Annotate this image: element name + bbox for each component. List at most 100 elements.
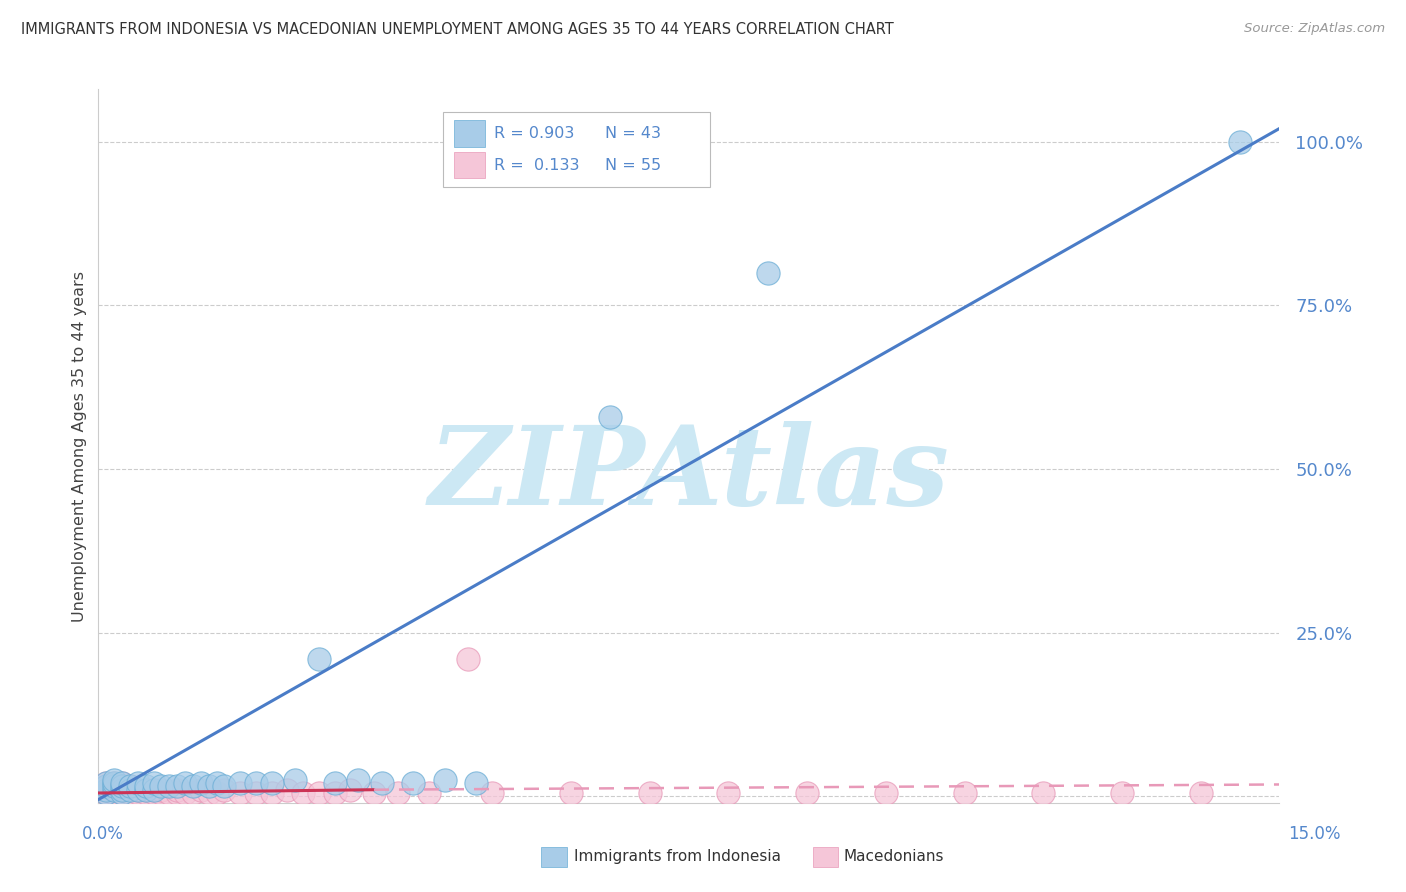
Point (142, 782, 165, 797)
Point (214, 780, 236, 794)
Point (157, 786, 180, 800)
Point (276, 782, 298, 797)
Point (465, 776, 488, 790)
Point (96, 780, 118, 794)
Text: IMMIGRANTS FROM INDONESIA VS MACEDONIAN UNEMPLOYMENT AMONG AGES 35 TO 44 YEARS C: IMMIGRANTS FROM INDONESIA VS MACEDONIAN … (21, 22, 894, 37)
Point (118, 780, 141, 794)
Point (150, 780, 173, 794)
Point (1229, 135, 1251, 149)
Point (111, 782, 134, 797)
Text: Source: ZipAtlas.com: Source: ZipAtlas.com (1244, 22, 1385, 36)
Text: R = 0.903: R = 0.903 (494, 127, 574, 141)
Point (205, 786, 228, 800)
Point (284, 772, 307, 787)
Point (103, 782, 125, 797)
Text: Immigrants from Indonesia: Immigrants from Indonesia (574, 849, 780, 863)
Point (245, 786, 267, 800)
Point (127, 782, 149, 797)
Point (96, 786, 118, 800)
Point (1111, 786, 1133, 800)
Point (103, 780, 125, 794)
Point (127, 782, 149, 797)
Point (371, 776, 394, 790)
Point (103, 786, 125, 800)
Point (308, 652, 330, 666)
Point (339, 782, 361, 797)
Point (347, 772, 370, 787)
Point (418, 786, 440, 800)
Point (292, 786, 315, 800)
Point (118, 780, 141, 794)
Point (142, 782, 165, 797)
Point (181, 786, 204, 800)
Point (433, 772, 456, 787)
Point (118, 782, 141, 797)
Point (111, 780, 134, 794)
Point (111, 776, 134, 790)
Point (111, 782, 134, 797)
Point (135, 782, 157, 797)
Point (229, 786, 252, 800)
Point (756, 266, 779, 280)
Point (190, 782, 212, 797)
Point (402, 776, 425, 790)
Point (157, 780, 180, 794)
Point (796, 786, 818, 800)
Text: ZIPAtlas: ZIPAtlas (429, 421, 949, 528)
Point (111, 780, 134, 794)
Point (118, 782, 141, 797)
Point (875, 786, 897, 800)
Text: Macedonians: Macedonians (844, 849, 943, 863)
Point (1189, 786, 1212, 800)
Point (150, 782, 173, 797)
Point (142, 776, 165, 790)
Point (560, 786, 582, 800)
Point (103, 776, 125, 790)
Text: 0.0%: 0.0% (82, 825, 124, 843)
Point (953, 786, 976, 800)
Point (214, 782, 236, 797)
Point (150, 786, 173, 800)
Point (103, 776, 125, 790)
Point (323, 786, 346, 800)
Point (174, 776, 197, 790)
Text: N = 43: N = 43 (605, 127, 661, 141)
Point (717, 786, 740, 800)
Point (96, 786, 118, 800)
Point (387, 786, 409, 800)
Point (638, 786, 661, 800)
Text: 15.0%: 15.0% (1288, 825, 1341, 843)
Point (103, 772, 125, 787)
Point (111, 786, 134, 800)
Point (599, 409, 621, 424)
Point (142, 786, 165, 800)
Point (127, 786, 149, 800)
Point (197, 786, 219, 800)
Point (96, 776, 118, 790)
Point (96, 786, 118, 800)
Point (166, 782, 188, 797)
Point (245, 776, 267, 790)
Point (135, 780, 157, 794)
Point (197, 780, 219, 794)
Point (127, 776, 149, 790)
Point (166, 786, 188, 800)
Point (363, 786, 385, 800)
Point (111, 786, 134, 800)
Point (96, 782, 118, 797)
Y-axis label: Unemployment Among Ages 35 to 44 years: Unemployment Among Ages 35 to 44 years (72, 270, 87, 622)
Point (181, 780, 204, 794)
Point (96, 782, 118, 797)
Point (103, 782, 125, 797)
Point (481, 786, 503, 800)
Point (135, 786, 157, 800)
Point (457, 652, 479, 666)
Point (118, 786, 141, 800)
Point (260, 786, 283, 800)
Text: R =  0.133: R = 0.133 (494, 158, 579, 172)
Point (229, 776, 252, 790)
Point (205, 776, 228, 790)
Point (323, 776, 346, 790)
Point (103, 780, 125, 794)
Point (260, 776, 283, 790)
